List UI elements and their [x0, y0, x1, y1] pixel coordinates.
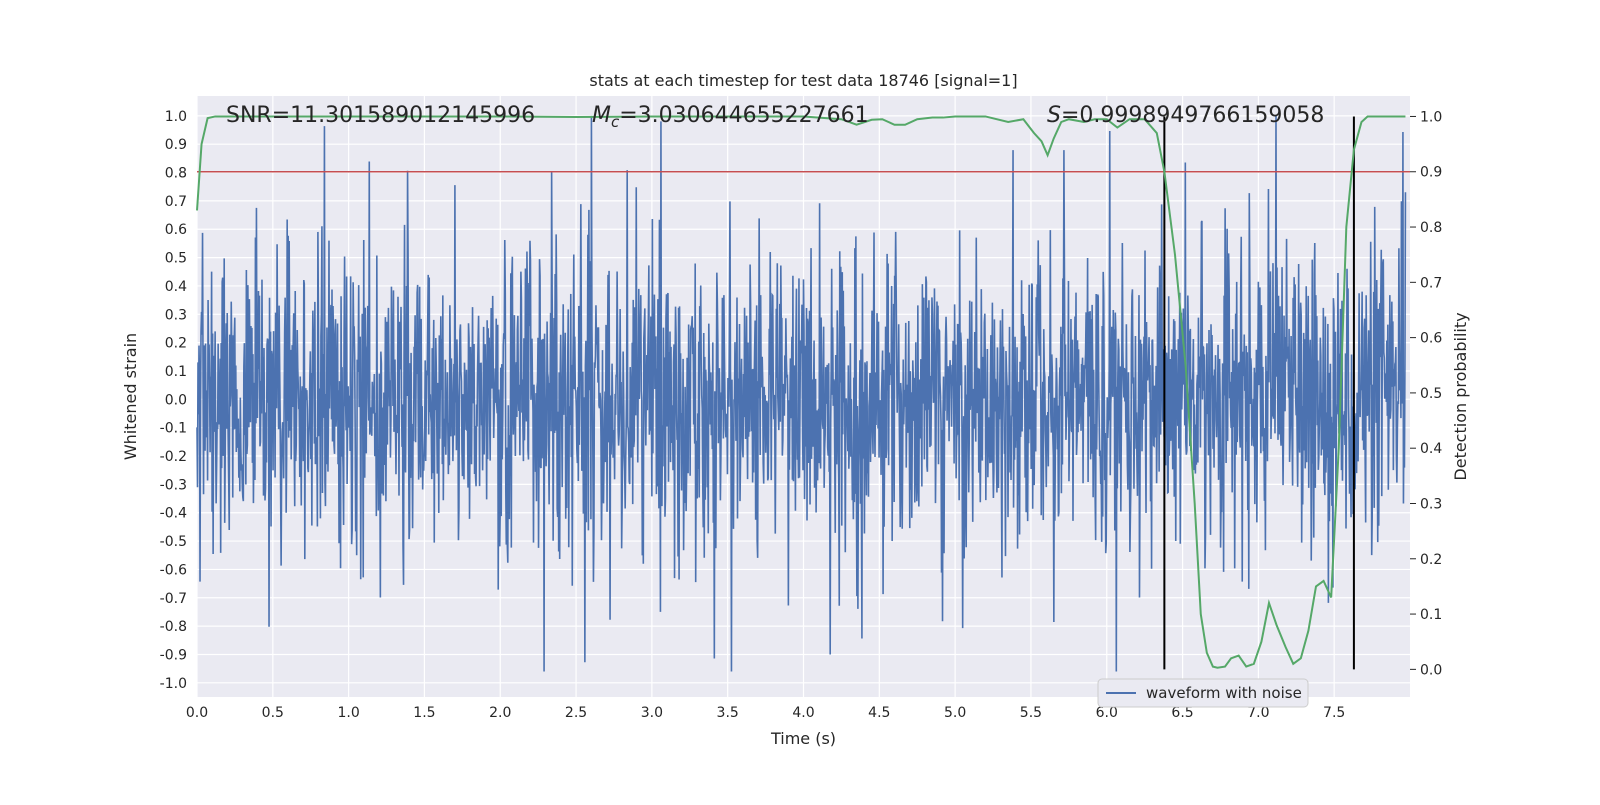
s-symbol: S: [1047, 103, 1061, 128]
s-value: =0.9998949766159058: [1061, 103, 1324, 128]
legend-box: [1097, 678, 1309, 708]
y-tick-label: -0.8: [160, 619, 187, 635]
y2-tick-label: 0.4: [1420, 441, 1442, 457]
x-tick-label: 0.0: [186, 705, 208, 721]
y-tick-label: 0.5: [165, 251, 187, 267]
overlay-lines: [196, 115, 1410, 670]
y-tick-label: 0.2: [165, 336, 187, 352]
legend-label-waveform: waveform with noise: [1146, 684, 1302, 702]
y-axis-label: Whitened strain: [121, 333, 140, 460]
y-tick-label: -1.0: [160, 676, 187, 692]
y2-tick-label: 0.5: [1420, 386, 1442, 402]
y-tick-label: -0.5: [160, 534, 187, 550]
y-tick-label: -0.6: [160, 562, 187, 578]
y2-tick-label: 0.7: [1420, 275, 1442, 291]
x-tick-label: 1.0: [337, 705, 359, 721]
x-tick-label: 2.0: [489, 705, 511, 721]
x-tick-label: 0.5: [262, 705, 284, 721]
waveform-series: [196, 115, 1407, 672]
probability-line: [196, 115, 1406, 669]
y-tick-label: 0.4: [165, 279, 187, 295]
x-tick-label: 4.5: [868, 705, 890, 721]
x-tick-label: 6.5: [1171, 705, 1193, 721]
x-axis-label: Time (s): [770, 729, 836, 748]
y-tick-label: 0.0: [165, 392, 187, 408]
mc-subscript: c: [611, 113, 620, 131]
snr-annotation: SNR=11.301589012145996: [226, 103, 535, 128]
y-tick-label: 0.3: [165, 307, 187, 323]
legend: waveform with noise: [1097, 678, 1309, 708]
x-tick-label: 5.0: [944, 705, 966, 721]
x-tick-label: 1.5: [413, 705, 435, 721]
y2-axis-label: Detection probability: [1451, 312, 1470, 480]
waveform-line: [196, 115, 1407, 672]
chirp-mass-annotation: Mc=3.030644655227661: [592, 103, 869, 131]
y2-tick-label: 0.0: [1420, 662, 1442, 678]
x-tick-label: 7.5: [1323, 705, 1345, 721]
y-tick-label: -0.4: [160, 506, 187, 522]
mc-symbol: M: [592, 103, 611, 128]
x-tick-label: 6.0: [1096, 705, 1118, 721]
mc-value: =3.030644655227661: [619, 103, 868, 128]
y-tick-label: -0.3: [160, 477, 187, 493]
chart-title: stats at each timestep for test data 187…: [589, 71, 1017, 90]
y-tick-label: -0.7: [160, 591, 187, 607]
y2-tick-label: 0.8: [1420, 220, 1442, 236]
y2-tick-label: 0.2: [1420, 552, 1442, 568]
x-tick-label: 3.5: [717, 705, 739, 721]
y-tick-label: 1.0: [165, 109, 187, 125]
y-tick-label: 0.7: [165, 194, 187, 210]
y2-tick-label: 0.3: [1420, 496, 1442, 512]
x-tick-label: 3.0: [641, 705, 663, 721]
y2-tick-label: 1.0: [1420, 109, 1442, 125]
y2-tick-label: 0.9: [1420, 165, 1442, 181]
y-tick-label: -0.2: [160, 449, 187, 465]
y-tick-label: 0.6: [165, 222, 187, 238]
axes: 0.0 0.5 1.0 1.5 2.0 2.5 3.0 3.5 4.0 4.5 5.0 5.5 6.0 6…: [160, 109, 1443, 721]
x-tick-label: 4.0: [792, 705, 814, 721]
y2-tick-label: 0.1: [1420, 607, 1442, 623]
score-annotation: S=0.9998949766159058: [1047, 103, 1324, 128]
y-tick-label: 0.1: [165, 364, 187, 380]
x-tick-label: 2.5: [565, 705, 587, 721]
y-tick-label: -0.1: [160, 421, 187, 437]
y-tick-label: -0.9: [160, 647, 187, 663]
y-tick-label: 0.9: [165, 137, 187, 153]
x-tick-label: 7.0: [1247, 705, 1269, 721]
x-tick-label: 5.5: [1020, 705, 1042, 721]
y-tick-label: 0.8: [165, 166, 187, 182]
y2-tick-label: 0.6: [1420, 331, 1442, 347]
